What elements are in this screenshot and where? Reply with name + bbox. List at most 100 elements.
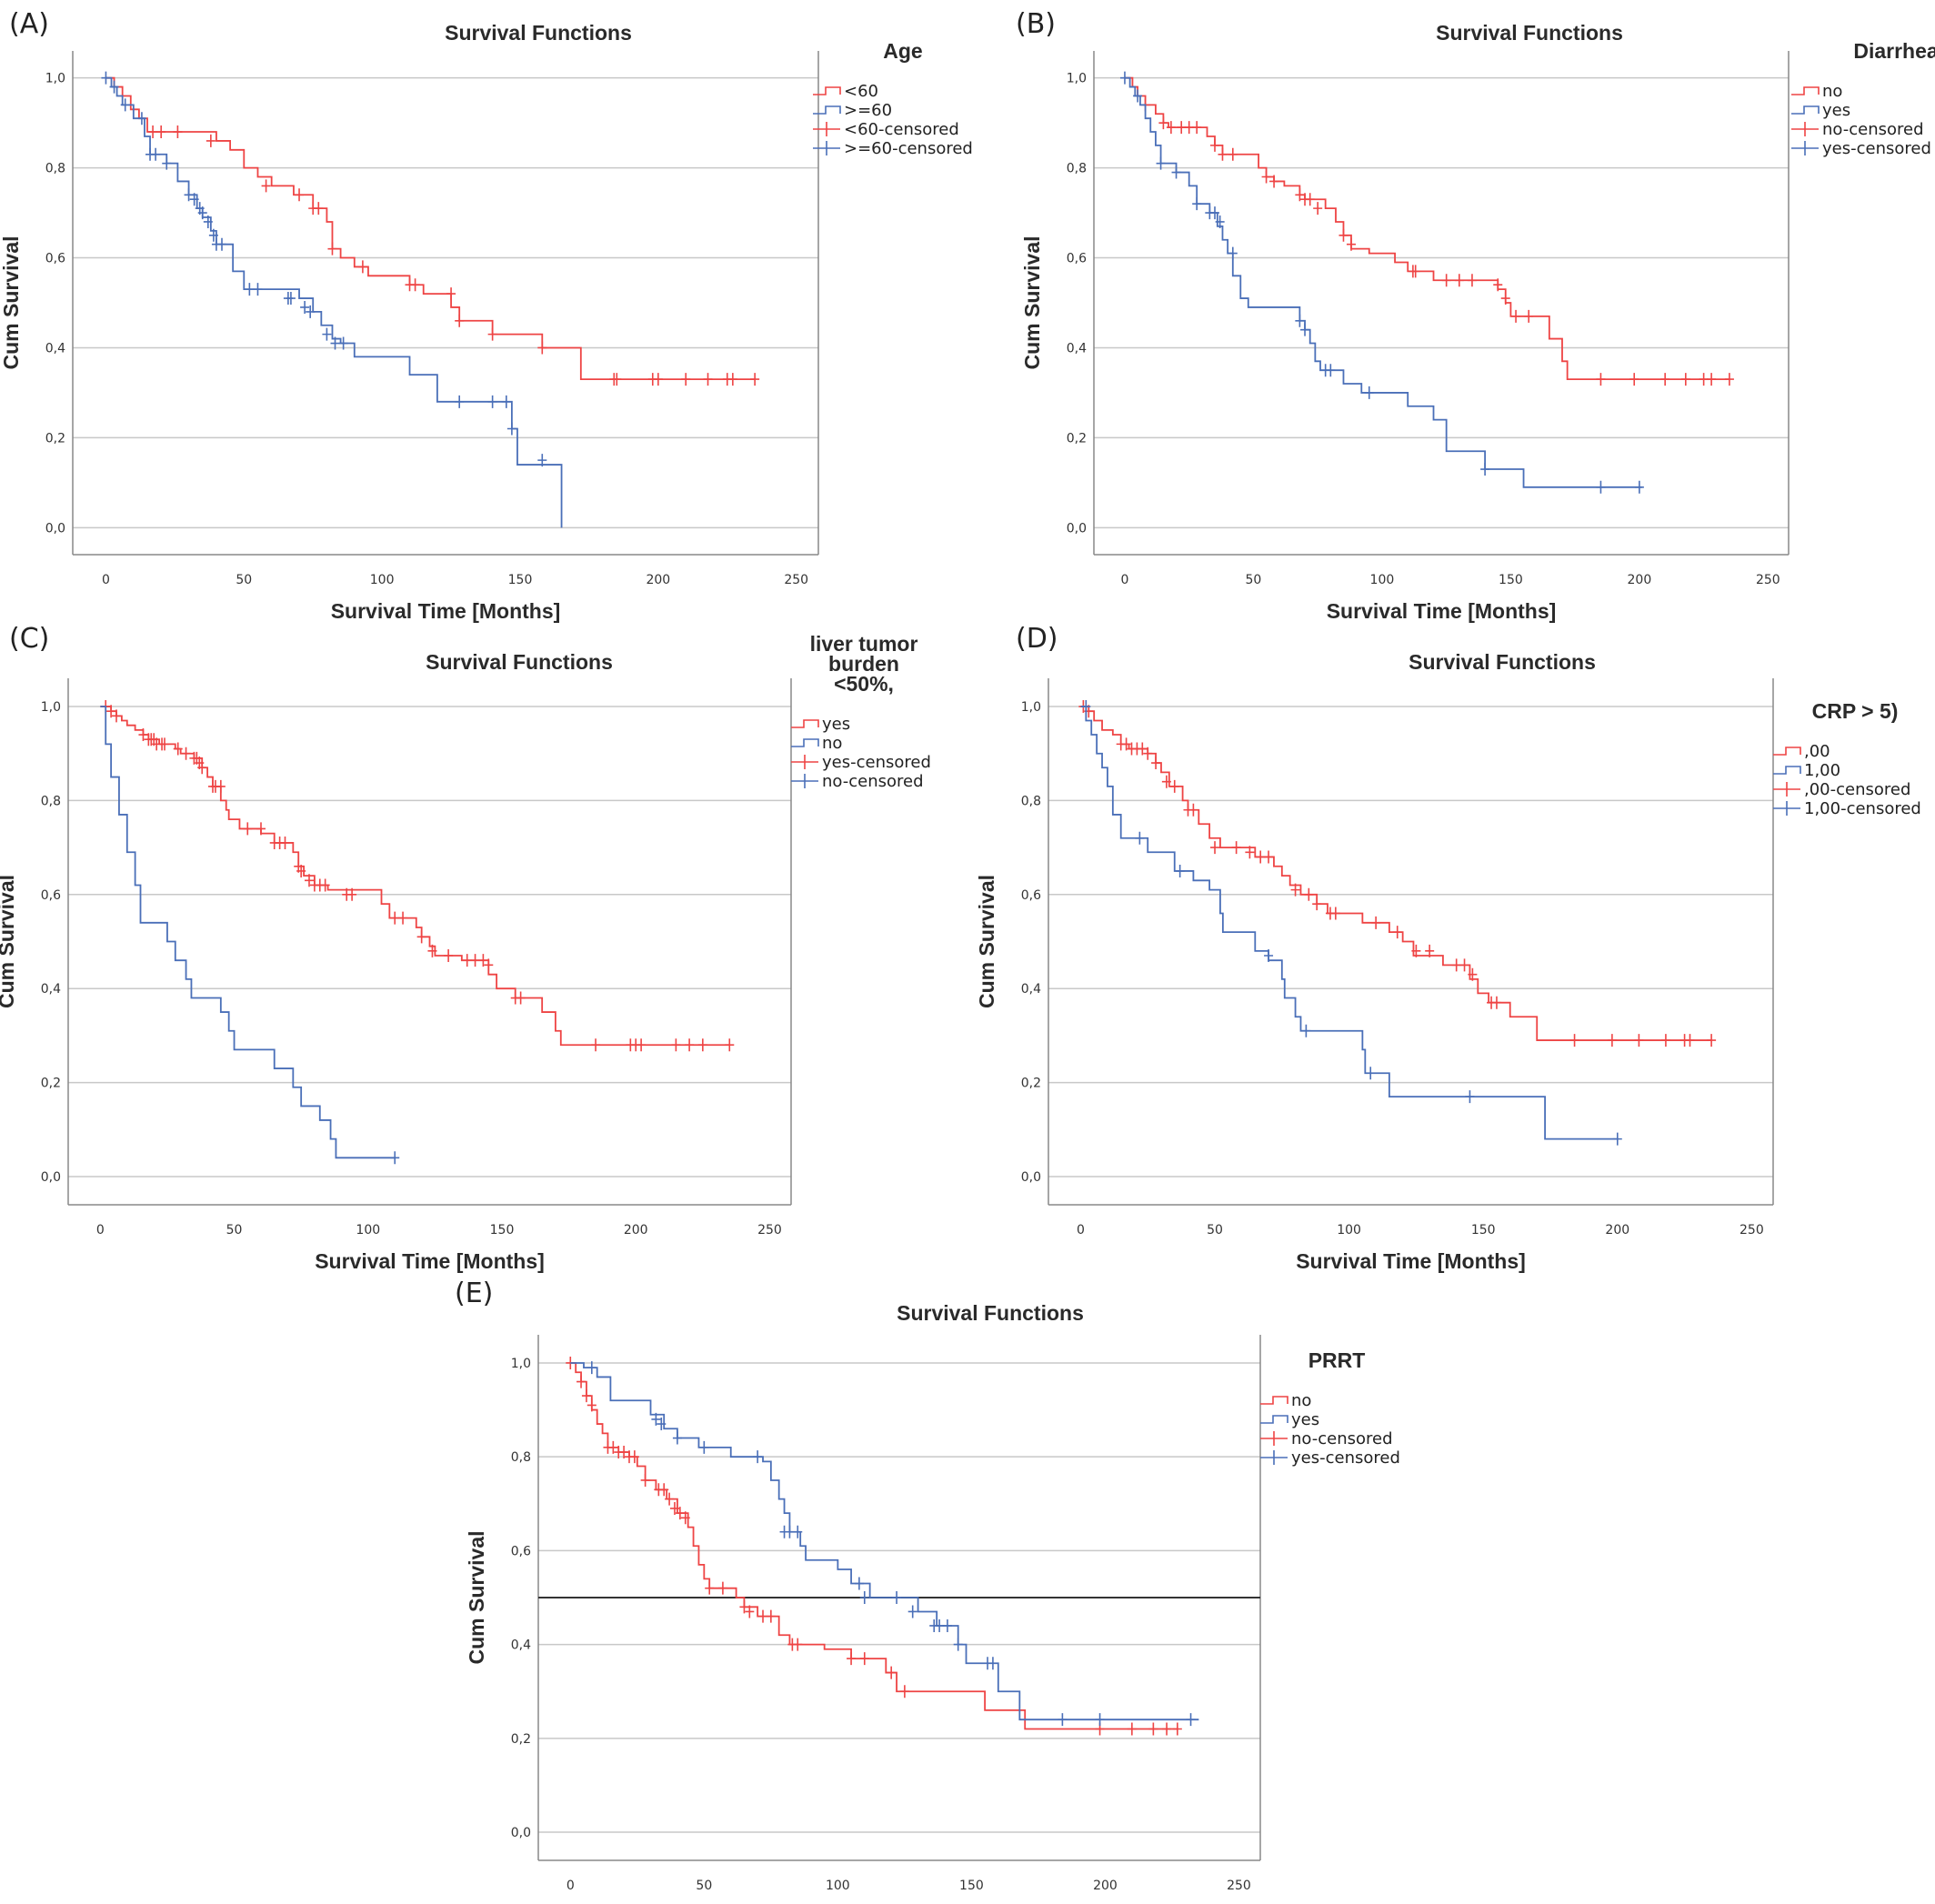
censor-mark <box>727 373 737 386</box>
censor-mark <box>1634 480 1644 494</box>
censor-mark <box>138 728 148 742</box>
censor-mark <box>847 1652 857 1666</box>
censor-mark <box>1707 373 1717 386</box>
censor-mark <box>1188 803 1198 817</box>
censor-mark <box>619 1446 629 1459</box>
censor-mark <box>261 179 271 193</box>
censor-mark <box>1119 71 1129 85</box>
x-tick-label: 200 <box>1093 1879 1118 1893</box>
panel-label: (A) <box>9 8 49 40</box>
censor-mark <box>988 1657 998 1670</box>
censor-mark <box>1724 373 1734 386</box>
censor-mark <box>907 1605 917 1618</box>
panel-label: (B) <box>1016 8 1056 40</box>
legend-swatch-line <box>813 105 841 115</box>
censor-mark <box>1192 197 1202 211</box>
censor-mark <box>651 1412 661 1426</box>
censor-mark <box>347 887 357 901</box>
survival-curve-primary <box>1080 706 1712 1041</box>
censor-mark <box>1524 309 1534 323</box>
y-tick-label: 0,2 <box>511 1732 531 1747</box>
censor-mark <box>1172 1722 1182 1736</box>
censor-mark <box>390 911 400 925</box>
legend-entry: 1,00 <box>1804 761 1840 780</box>
censor-mark <box>717 1581 727 1595</box>
censor-mark <box>859 1652 869 1666</box>
x-tick-label: 200 <box>624 1223 648 1238</box>
censor-mark <box>1511 309 1521 323</box>
censor-mark <box>1304 887 1314 901</box>
censor-mark <box>181 747 191 760</box>
censor-mark <box>854 1577 864 1590</box>
legend-entry: yes-censored <box>1291 1448 1400 1468</box>
legend-entry: >=60-censored <box>844 139 973 158</box>
censor-mark <box>501 395 511 408</box>
censor-mark <box>106 705 116 718</box>
censor-mark <box>1245 846 1255 859</box>
legend-entry: yes-censored <box>822 753 931 772</box>
censor-mark <box>671 1038 681 1052</box>
y-tick-label: 1,0 <box>45 72 65 86</box>
censor-mark <box>206 134 216 147</box>
censor-mark <box>758 1609 768 1623</box>
legend-swatch-line <box>1773 766 1801 775</box>
censor-mark <box>637 1038 647 1052</box>
censor-mark <box>1480 463 1490 476</box>
censor-mark <box>745 1605 755 1618</box>
censor-mark <box>1346 237 1356 251</box>
y-tick-label: 0,2 <box>1021 1077 1041 1091</box>
censor-mark <box>305 874 314 887</box>
censor-mark <box>109 80 119 94</box>
censor-mark <box>705 1581 715 1595</box>
censor-mark <box>1629 373 1639 386</box>
censor-mark <box>665 1492 675 1506</box>
censor-mark <box>197 206 207 220</box>
legend-entry: yes <box>1291 1410 1319 1429</box>
legend-entry: no <box>822 734 842 753</box>
censor-mark <box>306 305 316 318</box>
y-tick-label: 0,0 <box>41 1170 61 1185</box>
legend-title: PRRT <box>1308 1348 1366 1372</box>
legend-swatch-censor <box>813 141 840 155</box>
censor-mark <box>320 878 330 892</box>
censor-mark <box>314 202 324 215</box>
censor-mark <box>1171 165 1181 179</box>
censor-mark <box>1209 138 1219 152</box>
censor-mark <box>1451 958 1461 972</box>
censor-mark <box>216 779 226 793</box>
censor-mark <box>1158 116 1168 130</box>
legend-entry: <60 <box>844 82 878 101</box>
survival-curve-secondary <box>100 706 396 1159</box>
panel-d: (D)Survival Functions0,00,20,40,60,81,00… <box>975 623 1921 1273</box>
censor-mark <box>685 1038 695 1052</box>
censor-mark <box>330 336 340 350</box>
x-tick-label: 0 <box>1077 1223 1085 1238</box>
censor-mark <box>1569 1034 1579 1047</box>
y-tick-label: 0,4 <box>1067 341 1087 356</box>
legend-title: Age <box>883 39 922 63</box>
chart-title: Survival Functions <box>445 21 632 45</box>
censor-mark <box>1707 1034 1717 1047</box>
censor-mark <box>112 709 121 723</box>
censor-mark <box>151 147 161 161</box>
y-tick-label: 0,4 <box>45 341 65 356</box>
censor-mark <box>1685 1034 1695 1047</box>
legend-swatch-line <box>1260 1396 1288 1405</box>
censor-mark <box>101 71 111 85</box>
y-tick-label: 0,6 <box>41 888 61 903</box>
censor-mark <box>608 1440 618 1454</box>
censor-mark <box>785 1525 795 1538</box>
censor-mark <box>699 1440 709 1454</box>
legend-entry: <60-censored <box>844 120 959 139</box>
y-tick-label: 0,0 <box>1067 521 1087 536</box>
x-tick-label: 150 <box>1471 1223 1496 1238</box>
panel-c: (C) Survival Functions 0,0 0,2 0,4 0,6 0,8 1,0 0… <box>0 623 931 1273</box>
censor-mark <box>1138 742 1148 756</box>
legend-entry: yes <box>822 715 850 734</box>
censor-mark <box>659 1483 669 1497</box>
y-tick-label: 0,8 <box>41 794 61 808</box>
survival-curve-primary <box>1124 76 1729 380</box>
censor-mark <box>253 283 263 296</box>
censor-mark <box>892 1591 902 1604</box>
censor-mark <box>1330 907 1340 920</box>
